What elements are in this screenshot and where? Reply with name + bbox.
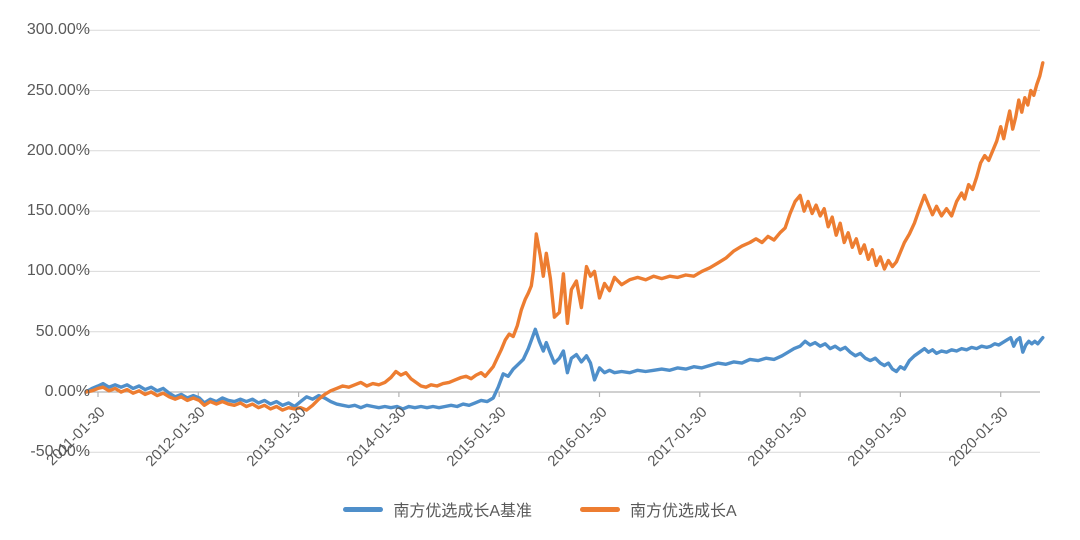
fund-line-swatch [580,506,620,512]
chart-legend: 南方优选成长A基准 南方优选成长A [0,497,1080,521]
series-line-0 [84,327,1045,411]
y-axis-tick-label: 150.00% [26,202,90,220]
y-axis-tick-label: 250.00% [26,81,90,99]
legend-label-fund: 南方优选成长A [630,503,737,520]
y-axis-tick-label: 0.00% [44,383,90,400]
legend-item-benchmark[interactable]: 南方优选成长A基准 [343,497,532,521]
y-axis-tick-label: -50.00% [30,443,90,461]
y-axis-tick-label: 200.00% [26,141,90,159]
legend-label-benchmark: 南方优选成长A基准 [393,503,532,520]
y-axis-tick-label: 50.00% [35,322,90,340]
benchmark-line-swatch [343,506,384,512]
legend-item-fund[interactable]: 南方优选成长A [580,497,737,521]
y-axis-tick-label: 100.00% [26,262,90,280]
y-axis-tick-label: 300.00% [26,21,90,39]
series-line-1 [84,61,1045,412]
